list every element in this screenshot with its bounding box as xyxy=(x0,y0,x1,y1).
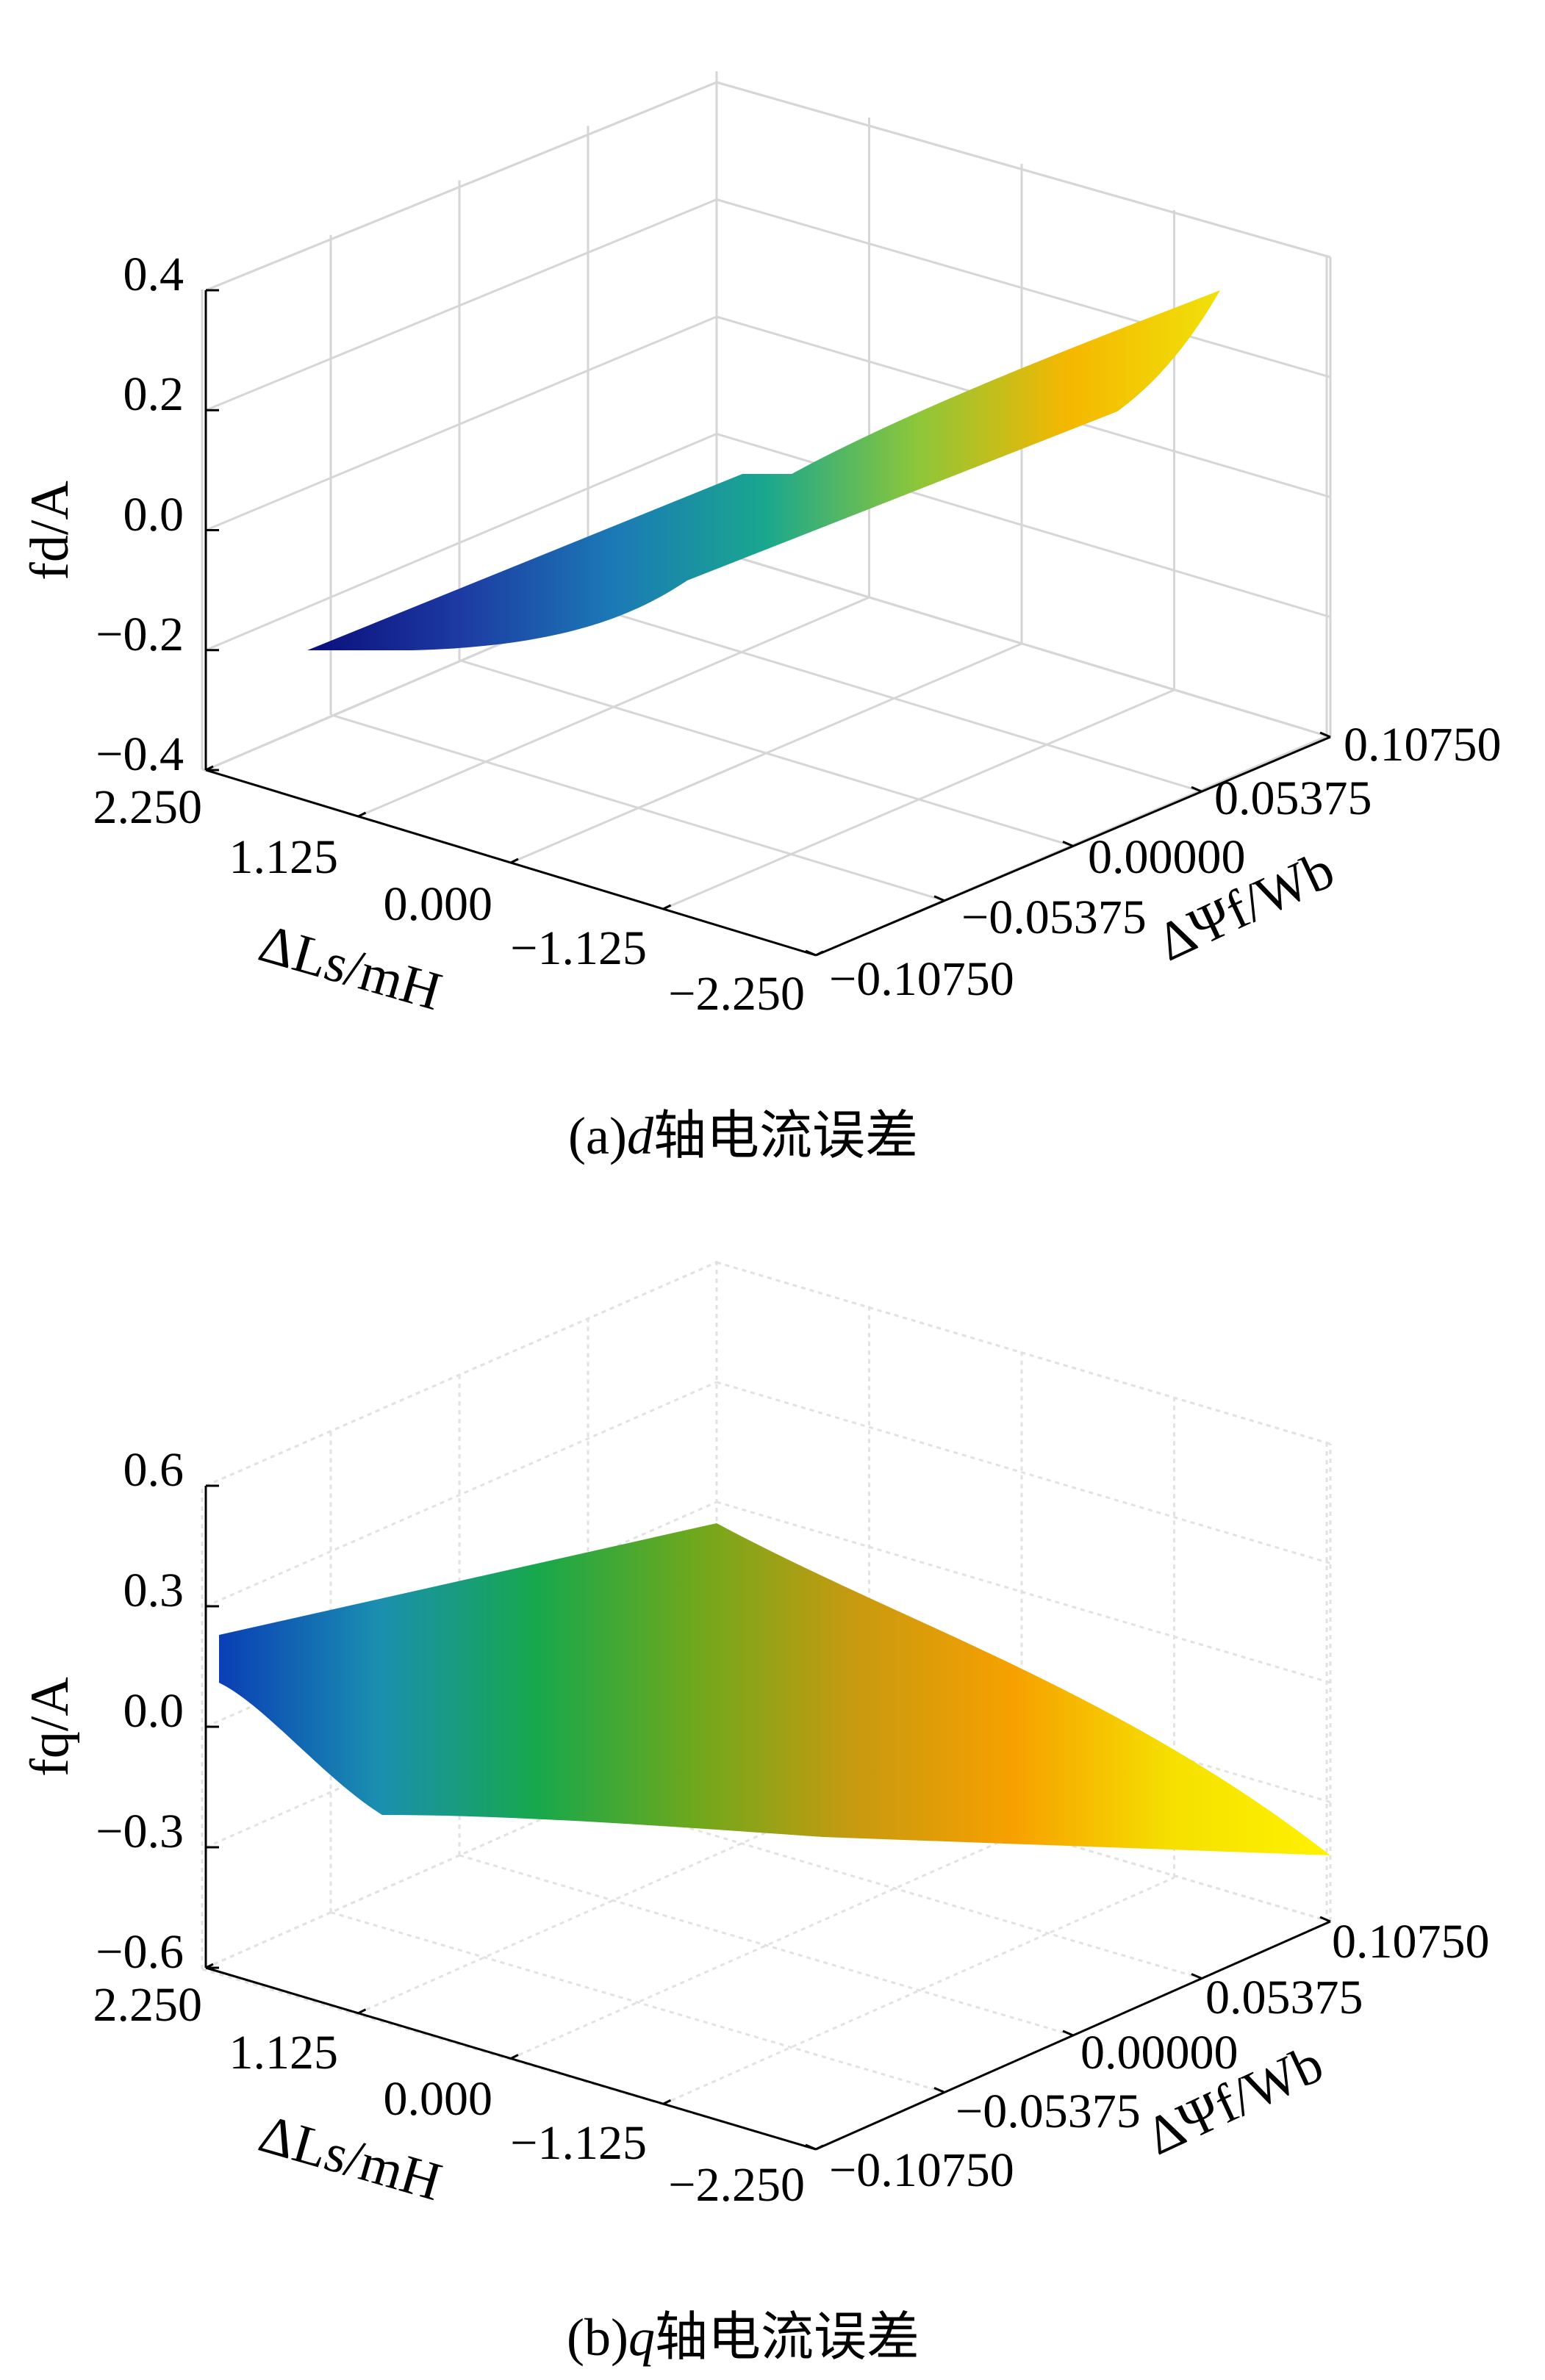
chart-a-ztick: 0.2 xyxy=(123,367,184,421)
chart-b-caption-prefix: (b) xyxy=(567,2308,628,2367)
chart-b: 0.6 0.3 0.0 −0.3 −0.6 2.250 1.125 0.000 … xyxy=(20,1259,1490,2367)
chart-a-x-tick-mark xyxy=(815,950,824,957)
chart-b-y-tick-mark xyxy=(933,2087,945,2093)
chart-b-caption: (b)q轴电流误差 xyxy=(567,2308,920,2367)
chart-a-ytick: 0.10750 xyxy=(1344,718,1502,772)
chart-b-ztick: 0.3 xyxy=(123,1564,184,1617)
chart-a-x-tick-mark xyxy=(662,904,672,910)
chart-b-xtick: 2.250 xyxy=(93,1978,203,2032)
chart-b-caption-text: 轴电流误差 xyxy=(655,2308,920,2367)
chart-a-surface xyxy=(307,290,1220,650)
chart-b-zlabel: fq/A xyxy=(20,1677,80,1777)
chart-a-y-tick-mark xyxy=(1062,841,1074,847)
chart-a-x-tick-mark xyxy=(510,858,519,864)
chart-b-axes xyxy=(204,1484,1331,2151)
chart-b-ztick: 0.6 xyxy=(123,1443,184,1497)
chart-a-ytick: 0.00000 xyxy=(1088,830,1246,884)
chart-a-y-tick-mark xyxy=(1191,785,1202,793)
chart-b-ytick: −0.10750 xyxy=(829,2143,1014,2197)
chart-b-ztick: −0.6 xyxy=(96,1925,184,1979)
chart-a-xtick: −2.250 xyxy=(668,967,805,1021)
chart-b-grid-line xyxy=(716,1381,1331,1564)
chart-b-xtick: 1.125 xyxy=(229,2026,339,2079)
chart-a-ytick: 0.05375 xyxy=(1214,772,1372,825)
chart-a-ztick: −0.4 xyxy=(96,727,184,781)
chart-a-grid-line xyxy=(716,550,1331,738)
chart-a-grid-line xyxy=(205,81,717,292)
chart-a-grid-line xyxy=(662,689,1175,910)
chart-a-axes xyxy=(204,289,1331,957)
chart-a-caption-prefix: (a) xyxy=(568,1107,627,1165)
chart-a-grid-line xyxy=(205,198,717,411)
chart-a-grid-line xyxy=(716,198,1331,378)
chart-a-xtick: 1.125 xyxy=(229,830,339,884)
chart-b-ztick: 0.0 xyxy=(123,1684,184,1738)
chart-a-grid xyxy=(201,71,1332,957)
chart-b-y-tick-mark xyxy=(1191,1973,1202,1980)
chart-a-ztick: 0.4 xyxy=(123,248,184,301)
chart-a-grid-line xyxy=(587,604,1202,793)
chart-a-ytick: −0.10750 xyxy=(829,952,1014,1006)
chart-b-grid-line xyxy=(716,1500,1331,1684)
chart-b-ytick: 0.00000 xyxy=(1080,2026,1238,2079)
chart-b-y-tick-mark xyxy=(805,2143,817,2151)
chart-b-surface xyxy=(219,1523,1330,1855)
chart-a-grid-line xyxy=(459,659,1074,847)
chart-b-grid-line xyxy=(330,1911,945,2093)
chart-b-x-tick-mark xyxy=(662,2099,672,2105)
chart-a-caption-var: d xyxy=(627,1107,654,1165)
chart-b-y-tick-mark xyxy=(1062,2030,1074,2037)
chart-a-ytick: −0.05375 xyxy=(961,891,1147,944)
chart-a-grid-line xyxy=(716,81,1331,259)
chart-b-caption-var: q xyxy=(628,2308,655,2367)
chart-a-xtick: 2.250 xyxy=(93,780,203,834)
chart-a: 0.4 0.2 0.0 −0.2 −0.4 2.250 1.125 0.000 … xyxy=(20,71,1502,1165)
chart-a-caption-text: 轴电流误差 xyxy=(653,1107,918,1165)
chart-b-x-tick-mark xyxy=(357,2008,367,2015)
chart-b-grid-line xyxy=(587,1797,1202,1980)
chart-a-ztick: −0.2 xyxy=(96,608,184,661)
chart-b-ytick: −0.05375 xyxy=(956,2085,1141,2138)
chart-a-y-tick-mark xyxy=(933,895,945,902)
chart-b-x-tick-mark xyxy=(510,2054,519,2060)
chart-a-y-tick-mark xyxy=(1319,731,1331,738)
chart-a-grid-line xyxy=(205,433,717,652)
chart-a-grid-line xyxy=(205,315,717,531)
chart-b-ytick: 0.10750 xyxy=(1332,1915,1490,1969)
chart-b-x-tick-mark xyxy=(815,2144,824,2151)
chart-a-caption: (a)d轴电流误差 xyxy=(568,1107,918,1165)
chart-a-y-tick-mark xyxy=(805,949,817,957)
chart-b-ztick: −0.3 xyxy=(96,1805,184,1858)
chart-a-xtick: 0.000 xyxy=(384,877,493,931)
chart-b-grid-line xyxy=(716,1261,1331,1445)
chart-b-grid-line xyxy=(205,1261,717,1487)
chart-b-xtick: 0.000 xyxy=(384,2072,493,2126)
chart-b-y-tick-mark xyxy=(1319,1916,1331,1923)
chart-a-zlabel: fd/A xyxy=(20,481,80,580)
chart-b-grid-line xyxy=(459,1854,1074,2037)
chart-a-ztick: 0.0 xyxy=(123,488,184,542)
chart-b-xtick: −1.125 xyxy=(510,2116,647,2170)
chart-b-xtick: −2.250 xyxy=(668,2158,805,2212)
chart-a-xtick: −1.125 xyxy=(510,921,647,975)
chart-a-x-tick-mark xyxy=(357,811,367,818)
chart-b-ytick: 0.05375 xyxy=(1205,1971,1363,2024)
